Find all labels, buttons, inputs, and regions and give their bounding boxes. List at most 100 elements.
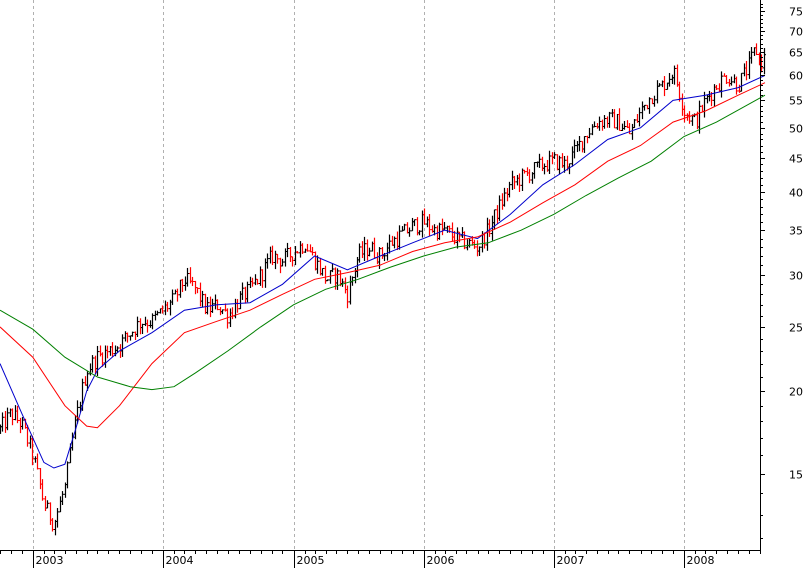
price-bar: [638, 107, 641, 127]
ma-mid-line: [0, 82, 766, 429]
price-bar: [663, 76, 666, 97]
price-bar: [725, 75, 728, 85]
price-bar: [363, 236, 366, 262]
y-tick-label: 40: [789, 187, 803, 200]
price-bar: [438, 222, 441, 240]
price-bar: [573, 139, 576, 159]
price-bar: [221, 309, 224, 315]
price-bar: [643, 104, 646, 111]
price-bar: [341, 278, 344, 287]
y-tick-label: 15: [789, 469, 803, 482]
x-tick-label: 2008: [687, 554, 715, 567]
price-bar: [346, 285, 349, 309]
price-bar: [176, 288, 179, 302]
price-bar: [588, 127, 591, 139]
price-bar: [730, 76, 733, 86]
price-bar: [518, 173, 521, 192]
price-bar: [181, 278, 184, 293]
price-bar: [281, 258, 284, 267]
price-bar: [336, 268, 339, 290]
price-bar: [408, 227, 411, 237]
price-bar: [543, 163, 546, 175]
price-bar: [413, 219, 416, 227]
price-bar: [443, 221, 446, 231]
price-bar: [101, 352, 104, 367]
price-bar: [76, 400, 79, 424]
price-bar: [291, 256, 294, 267]
price-bar: [296, 251, 299, 254]
price-bar: [740, 72, 743, 92]
price-bar: [121, 334, 124, 357]
price-bar: [533, 162, 536, 179]
price-bar: [688, 111, 691, 124]
price-bar: [598, 116, 601, 131]
price-bar: [668, 73, 671, 87]
x-tick-label: 2007: [557, 554, 585, 567]
price-bar: [563, 156, 566, 173]
price-bar: [21, 417, 24, 430]
price-bar: [106, 345, 109, 359]
price-bar: [528, 169, 531, 184]
price-bar: [578, 135, 581, 152]
price-bar: [246, 281, 249, 303]
price-bar: [388, 234, 391, 254]
price-bar: [66, 461, 69, 489]
y-tick-label: 60: [789, 70, 803, 83]
price-bar: [11, 408, 14, 426]
price-bar: [658, 83, 661, 87]
price-bar: [191, 276, 194, 287]
price-bar: [111, 342, 114, 357]
price-bar: [311, 246, 314, 256]
price-bar: [136, 316, 139, 337]
price-bar: [568, 163, 571, 175]
price-bar: [548, 150, 551, 174]
price-bar: [538, 153, 541, 168]
price-bar: [503, 187, 506, 207]
y-tick-label: 35: [789, 225, 803, 238]
price-bar: [603, 115, 606, 129]
price-bar: [36, 453, 39, 470]
y-tick-label: 20: [789, 386, 803, 399]
price-bar: [698, 100, 701, 134]
grid-layer: [33, 0, 685, 550]
price-bar: [653, 95, 656, 107]
price-bar: [398, 225, 401, 250]
price-bar: [433, 224, 436, 236]
price-bar: [166, 301, 169, 312]
price-bar: [186, 267, 189, 287]
price-bar: [720, 71, 723, 98]
price-bar: [151, 313, 154, 330]
price-bar: [683, 105, 686, 123]
price-bar: [126, 332, 129, 343]
price-bar: [251, 277, 254, 287]
price-bar: [301, 243, 304, 254]
price-bar: [358, 243, 361, 263]
price-bar: [618, 108, 621, 132]
price-bar: [261, 269, 264, 288]
price-bar: [26, 424, 29, 447]
price-bar: [316, 255, 319, 274]
price-bar: [755, 43, 758, 56]
price-bar: [271, 245, 274, 266]
price-bar: [321, 267, 324, 276]
price-bar: [206, 296, 209, 315]
price-bar: [735, 76, 738, 95]
price-bar: [306, 243, 309, 252]
price-bar: [710, 91, 713, 107]
price-bar: [523, 169, 526, 174]
price-bar: [146, 319, 149, 333]
x-tick-label: 2006: [427, 554, 455, 567]
x-tick-label: 2004: [166, 554, 194, 567]
price-bar: [156, 310, 159, 316]
price-bar: [61, 491, 64, 505]
price-bar: [226, 308, 229, 329]
y-tick-label: 55: [789, 95, 803, 108]
price-bar: [593, 121, 596, 128]
price-bar: [161, 305, 164, 314]
price-bar: [403, 223, 406, 231]
price-bar: [613, 109, 616, 129]
y-tick-label: 25: [789, 322, 803, 335]
price-bar: [31, 435, 34, 466]
